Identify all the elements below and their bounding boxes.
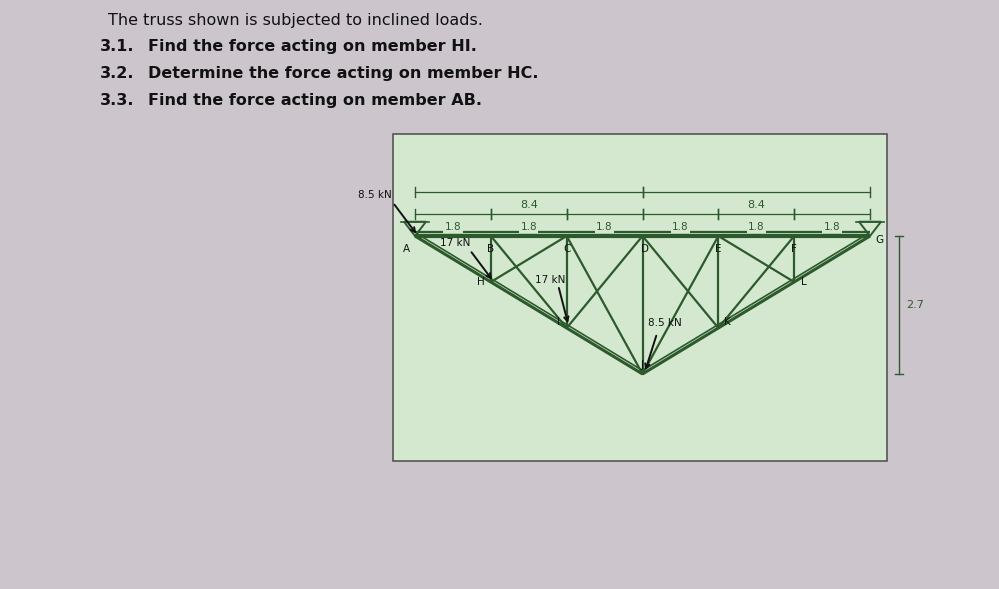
Text: F: F	[791, 244, 797, 254]
Text: 1.8: 1.8	[520, 222, 537, 232]
Text: L: L	[801, 277, 807, 287]
Text: 1.8: 1.8	[672, 222, 688, 232]
Text: 1.8: 1.8	[445, 222, 462, 232]
Text: K: K	[724, 317, 730, 327]
Text: 8.4: 8.4	[519, 200, 537, 210]
Text: 3.1.: 3.1.	[100, 39, 135, 54]
Text: Find the force acting on member AB.: Find the force acting on member AB.	[148, 93, 482, 108]
Text: 1.8: 1.8	[748, 222, 764, 232]
Text: Determine the force acting on member HC.: Determine the force acting on member HC.	[148, 66, 538, 81]
Text: A: A	[403, 244, 410, 254]
Text: I: I	[557, 317, 560, 327]
Text: 8.4: 8.4	[747, 200, 765, 210]
Text: 3.2.: 3.2.	[100, 66, 135, 81]
Text: 1.8: 1.8	[748, 222, 764, 232]
Text: H: H	[477, 277, 485, 287]
Text: 2.7: 2.7	[906, 300, 924, 310]
Text: 1.8: 1.8	[824, 222, 840, 232]
Text: 3.3.: 3.3.	[100, 93, 135, 108]
Text: 1.8: 1.8	[445, 222, 462, 232]
Bar	[393, 134, 887, 461]
Text: The truss shown is subjected to inclined loads.: The truss shown is subjected to inclined…	[108, 13, 483, 28]
Text: 8.5 kN: 8.5 kN	[648, 318, 682, 328]
Text: E: E	[715, 244, 721, 254]
Text: 1.8: 1.8	[672, 222, 688, 232]
Text: 1.8: 1.8	[596, 222, 613, 232]
Text: 8.5 kN: 8.5 kN	[358, 190, 392, 200]
Text: J: J	[641, 360, 644, 370]
Text: G: G	[875, 235, 883, 245]
Text: 1.8: 1.8	[824, 222, 840, 232]
Text: D: D	[640, 244, 648, 254]
Text: 17 kN: 17 kN	[535, 275, 565, 285]
Text: C: C	[563, 244, 570, 254]
Text: 17 kN: 17 kN	[440, 238, 470, 248]
Text: 1.8: 1.8	[520, 222, 537, 232]
Text: 1.8: 1.8	[596, 222, 613, 232]
Text: B: B	[488, 244, 495, 254]
Text: Find the force acting on member HI.: Find the force acting on member HI.	[148, 39, 477, 54]
